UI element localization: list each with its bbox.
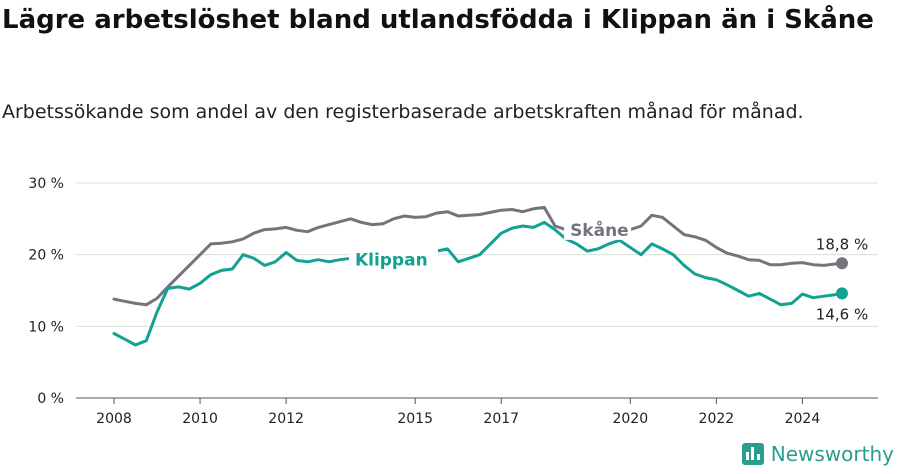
x-tick-label: 2017 — [483, 411, 519, 427]
axes: 0 % 10 % 20 % 30 % 2008 2010 2012 2015 2017 2020 2… — [28, 176, 820, 427]
x-tick-label: 2022 — [699, 411, 735, 427]
series-line-klippan — [112, 220, 844, 347]
x-tick-label: 2015 — [397, 411, 433, 427]
series-labels: 18,8 % 14,6 % Skåne Klippan — [348, 215, 868, 323]
x-tick-label: 2012 — [268, 411, 304, 427]
chart-title: Lägre arbetslöshet bland utlandsfödda i … — [2, 5, 874, 35]
end-label-klippan: 14,6 % — [816, 305, 868, 323]
y-tick-label: 10 % — [28, 319, 64, 335]
y-tick-label: 20 % — [28, 248, 64, 264]
end-point-klippan — [836, 287, 848, 300]
brand-name: Newsworthy — [770, 442, 894, 466]
x-tick-label: 2010 — [182, 411, 218, 427]
chart-subtitle: Arbetssökande som andel av den registerb… — [2, 101, 804, 123]
y-tick-label: 0 % — [37, 391, 64, 407]
gridlines — [76, 182, 878, 399]
end-point-sk-ne — [836, 257, 848, 270]
series-label-klippan: Klippan — [355, 251, 428, 271]
label-halo-klippan — [348, 245, 438, 270]
label-halo-sk-ne — [564, 215, 632, 240]
series-label-sk-ne: Skåne — [570, 219, 629, 241]
x-tick-label: 2024 — [785, 411, 821, 427]
x-tick-label: 2008 — [96, 411, 132, 427]
x-tick-label: 2020 — [612, 411, 648, 427]
series-lines — [112, 205, 848, 347]
series-line-sk-ne — [112, 205, 844, 307]
y-tick-label: 30 % — [28, 176, 64, 192]
newsworthy-brand: Newsworthy — [741, 442, 894, 466]
newsworthy-logo-icon — [741, 443, 764, 465]
end-label-skane: 18,8 % — [816, 235, 868, 253]
